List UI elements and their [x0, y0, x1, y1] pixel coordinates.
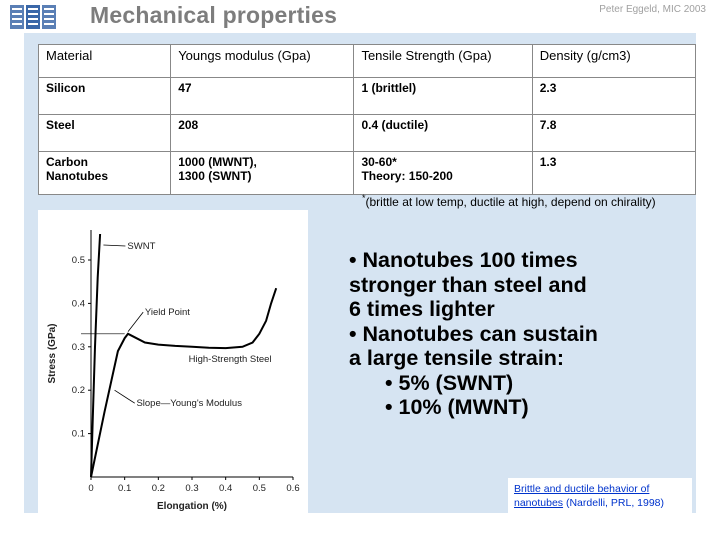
x-tick-label: 0.1: [118, 483, 131, 494]
annotation-label: Slope—Young's Modulus: [136, 398, 242, 409]
x-axis-label: Elongation (%): [157, 501, 227, 512]
sub-bullet: • 10% (MWNT): [385, 395, 529, 419]
series-line-swnt: [90, 233, 102, 478]
table-header-cell: Youngs modulus (Gpa): [170, 44, 355, 78]
table-cell-density: 2.3: [531, 77, 697, 115]
bullet-line: • Nanotubes 100 times: [349, 248, 578, 272]
author-credit: Peter Eggeld, MIC 2003: [599, 4, 706, 15]
table-header-cell: Density (g/cm3): [531, 44, 697, 78]
annotation-leader: [127, 311, 144, 332]
sub-bullet: • 5% (SWNT): [385, 370, 514, 395]
table-cell-tensile: 0.4 (ductile): [353, 114, 533, 152]
citation-link-cont[interactable]: nanotubes: [514, 497, 564, 509]
bullet-line: stronger than steel and: [349, 272, 587, 297]
bullet-line: a large tensile strain:: [349, 346, 565, 370]
bullet-line: 6 times lighter: [349, 297, 495, 321]
y-axis-label: Stress (GPa): [47, 323, 58, 383]
annotation-label: High-Strength Steel: [189, 354, 272, 365]
footnote-text: (brittle at low temp, ductile at high, d…: [365, 195, 656, 209]
y-tick-label: 0.5: [72, 255, 85, 266]
x-tick-label: 0.4: [219, 483, 232, 494]
citation-link[interactable]: Brittle and ductile behavior of: [514, 483, 650, 495]
annotation-label: SWNT: [127, 241, 155, 252]
annotation-label: Yield Point: [145, 307, 190, 318]
table-row: Silicon 47 1 (brittlel) 2.3: [37, 77, 697, 115]
table-footnote: *(brittle at low temp, ductile at high, …: [362, 193, 656, 209]
y-tick-label: 0.3: [72, 342, 85, 353]
university-logo-icon: [8, 3, 58, 31]
page-title: Mechanical properties: [90, 2, 338, 28]
table-header-cell: Tensile Strength (Gpa): [353, 44, 533, 78]
x-tick-label: 0.2: [152, 483, 165, 494]
footnote-mark: *: [362, 193, 366, 203]
x-tick-label: 0.5: [253, 483, 266, 494]
stress-strain-chart: 0 0.1 0.2 0.3 0.4 0.5 0.6 0.1 0.2 0.3 0.4 0.5 Elonga…: [38, 210, 308, 513]
y-tick-label: 0.2: [72, 385, 85, 396]
x-tick-label: 0.3: [185, 483, 198, 494]
table-cell-youngs: 208: [170, 114, 355, 152]
annotation-leader: [103, 244, 126, 247]
table-header-row: Material Youngs modulus (Gpa) Tensile St…: [37, 44, 697, 78]
citation-box: Brittle and ductile behavior of nanotube…: [508, 478, 692, 514]
properties-table: Material Youngs modulus (Gpa) Tensile St…: [37, 44, 697, 195]
annotation-leader: [114, 389, 135, 404]
y-tick-label: 0.1: [72, 429, 85, 440]
bullet-list: • Nanotubes 100 times stronger than stee…: [349, 248, 689, 420]
table-cell-density: 1.3: [531, 151, 697, 195]
bullet-line: • Nanotubes can sustain: [349, 321, 598, 346]
citation-ref: (Nardelli, PRL, 1998): [565, 497, 665, 509]
table-cell-density: 7.8: [531, 114, 697, 152]
table-row: Steel 208 0.4 (ductile) 7.8: [37, 114, 697, 152]
series-line-high-strength-steel: [90, 287, 278, 478]
table-cell-youngs: 1000 (MWNT), 1300 (SWNT): [170, 151, 355, 195]
y-tick-label: 0.4: [72, 298, 85, 309]
table-cell-material: Silicon: [37, 77, 172, 115]
table-row: Carbon Nanotubes 1000 (MWNT), 1300 (SWNT) …: [37, 151, 697, 195]
x-tick-label: 0.6: [286, 483, 299, 494]
table-cell-material: Steel: [37, 114, 172, 152]
table-header-cell: Material: [37, 44, 172, 78]
table-cell-youngs: 47: [170, 77, 355, 115]
table-cell-tensile: 1 (brittlel): [353, 77, 533, 115]
table-cell-material: Carbon Nanotubes: [37, 151, 172, 195]
table-cell-tensile: 30-60* Theory: 150-200: [353, 151, 533, 195]
x-tick-label: 0: [88, 483, 93, 494]
